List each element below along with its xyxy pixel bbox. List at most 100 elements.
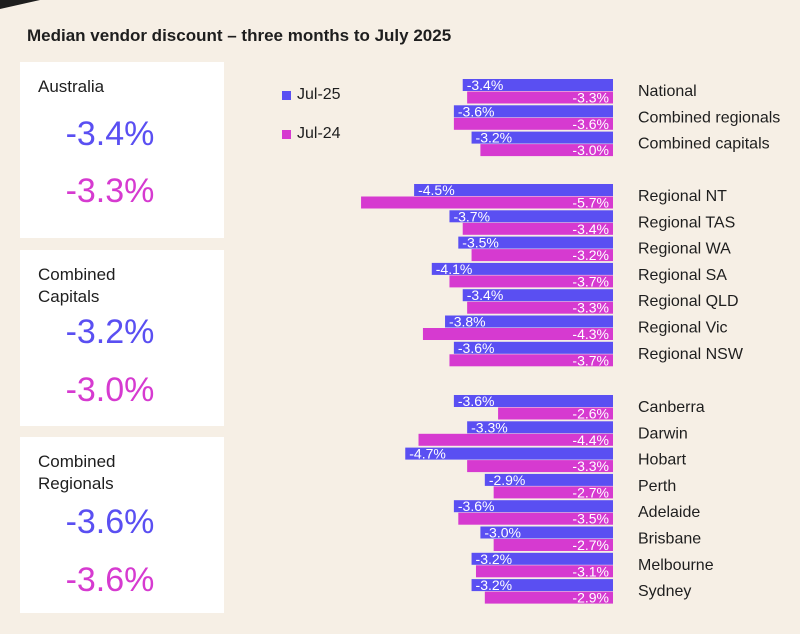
- category-label: Regional TAS: [638, 214, 735, 231]
- bar-jul-25: [462, 289, 613, 302]
- card-combined-regionals: Combined Regionals -3.6% -3.6%: [20, 437, 224, 613]
- card-combined-capitals: Combined Capitals -3.2% -3.0%: [20, 250, 224, 426]
- bar-jul-25: [471, 552, 613, 565]
- bar-jul-24: [480, 144, 613, 157]
- card-name: Combined Regionals: [38, 452, 116, 493]
- data-label-jul-25: -4.1%: [436, 261, 473, 277]
- data-label-jul-24: -3.2%: [572, 247, 609, 263]
- legend-swatch: [282, 129, 291, 139]
- card-jul25-value: -3.2%: [65, 313, 155, 351]
- card-jul25-value: -3.4%: [65, 115, 155, 153]
- data-label-jul-25: -3.2%: [476, 577, 513, 593]
- category-label: Canberra: [638, 399, 705, 416]
- data-label-jul-24: -4.3%: [572, 326, 609, 342]
- card-jul24-value: -3.6%: [65, 561, 155, 599]
- bar-jul-25: [453, 105, 613, 118]
- bar-jul-25: [453, 341, 613, 354]
- data-label-jul-25: -4.7%: [409, 446, 446, 462]
- data-label-jul-24: -3.1%: [572, 563, 609, 579]
- category-label: Regional NT: [638, 188, 727, 205]
- bar-jul-25: [471, 131, 613, 144]
- legend-jul24: Jul-24: [282, 125, 341, 143]
- chart-title: Median vendor discount – three months to…: [27, 26, 452, 45]
- data-label-jul-25: -3.8%: [449, 314, 486, 330]
- bar-jul-24: [458, 512, 613, 525]
- bar-jul-25: [405, 447, 613, 460]
- legend-jul25: Jul-25: [282, 86, 341, 104]
- bar-jul-24: [498, 407, 613, 420]
- data-label-jul-25: -3.2%: [476, 551, 513, 567]
- category-label: Sydney: [638, 583, 691, 600]
- data-label-jul-25: -2.9%: [489, 472, 526, 488]
- data-label-jul-25: -3.0%: [484, 525, 521, 541]
- bar-jul-25: [480, 526, 613, 539]
- bar-jul-25: [445, 315, 613, 328]
- data-label-jul-24: -3.7%: [572, 352, 609, 368]
- bar-jul-24: [493, 539, 613, 551]
- bar-jul-24: [467, 301, 613, 314]
- bar-jul-25: [414, 184, 613, 196]
- bar-jul-24: [467, 460, 613, 473]
- category-label: Regional SA: [638, 267, 727, 284]
- bar-jul-25: [484, 473, 613, 486]
- bar-jul-24: [449, 354, 613, 367]
- card-jul25-value: -3.6%: [65, 503, 155, 541]
- card-jul24-value: -3.3%: [65, 172, 155, 210]
- category-label: Combined capitals: [638, 136, 770, 153]
- bar-jul-25: [453, 395, 613, 407]
- data-label-jul-25: -3.6%: [458, 103, 495, 119]
- bar-jul-24: [467, 91, 613, 104]
- data-label-jul-25: -3.6%: [458, 340, 495, 356]
- data-label-jul-24: -2.6%: [572, 406, 609, 422]
- data-label-jul-24: -3.3%: [572, 90, 609, 106]
- bar-jul-24: [418, 433, 613, 446]
- bar-jul-24: [484, 591, 613, 604]
- category-label: Regional NSW: [638, 346, 744, 363]
- data-label-jul-25: -3.6%: [458, 498, 495, 514]
- data-label-jul-25: -3.2%: [476, 130, 513, 146]
- bar-jul-24: [453, 117, 613, 130]
- legend-label: Jul-25: [297, 86, 341, 103]
- category-label: Hobart: [638, 452, 687, 469]
- category-label: Darwin: [638, 425, 688, 442]
- data-label-jul-25: -3.5%: [462, 235, 499, 251]
- category-label: Melbourne: [638, 557, 714, 574]
- legend-label: Jul-24: [297, 125, 341, 142]
- data-label-jul-24: -3.7%: [572, 273, 609, 289]
- data-label-jul-24: -3.3%: [572, 300, 609, 316]
- bar-jul-25: [462, 79, 613, 91]
- bar-jul-24: [475, 565, 613, 578]
- bar-jul-25: [458, 236, 613, 249]
- data-label-jul-24: -3.6%: [572, 116, 609, 132]
- card-name: Australia: [38, 77, 105, 96]
- category-label: Regional QLD: [638, 293, 739, 310]
- bar-jul-25: [449, 210, 613, 223]
- bar-jul-25: [431, 262, 613, 275]
- legend-swatch: [282, 90, 291, 100]
- data-label-jul-24: -3.3%: [572, 458, 609, 474]
- data-label-jul-25: -3.3%: [471, 419, 508, 435]
- bar-jul-24: [449, 275, 613, 288]
- card-australia: Australia -3.4% -3.3%: [20, 62, 224, 238]
- data-label-jul-24: -3.4%: [572, 221, 609, 237]
- category-label: Perth: [638, 478, 676, 495]
- bar-jul-24: [422, 328, 613, 340]
- bar-jul-24: [471, 249, 613, 262]
- data-label-jul-25: -3.4%: [467, 77, 504, 93]
- bar-jul-24: [361, 196, 613, 209]
- data-label-jul-25: -3.6%: [458, 393, 495, 409]
- bar-jul-25: [471, 579, 613, 592]
- data-label-jul-24: -3.5%: [572, 511, 609, 527]
- corner-decoration: [0, 0, 40, 9]
- bar-jul-24: [493, 486, 613, 499]
- data-label-jul-24: -3.0%: [572, 142, 609, 158]
- data-label-jul-24: -4.4%: [572, 432, 609, 448]
- data-label-jul-25: -3.7%: [453, 208, 490, 224]
- data-label-jul-24: -2.9%: [572, 590, 609, 606]
- card-jul24-value: -3.0%: [65, 371, 155, 409]
- data-label-jul-24: -2.7%: [572, 484, 609, 500]
- bar-jul-24: [462, 222, 613, 235]
- category-label: Regional Vic: [638, 320, 728, 337]
- category-label: Combined regionals: [638, 109, 780, 126]
